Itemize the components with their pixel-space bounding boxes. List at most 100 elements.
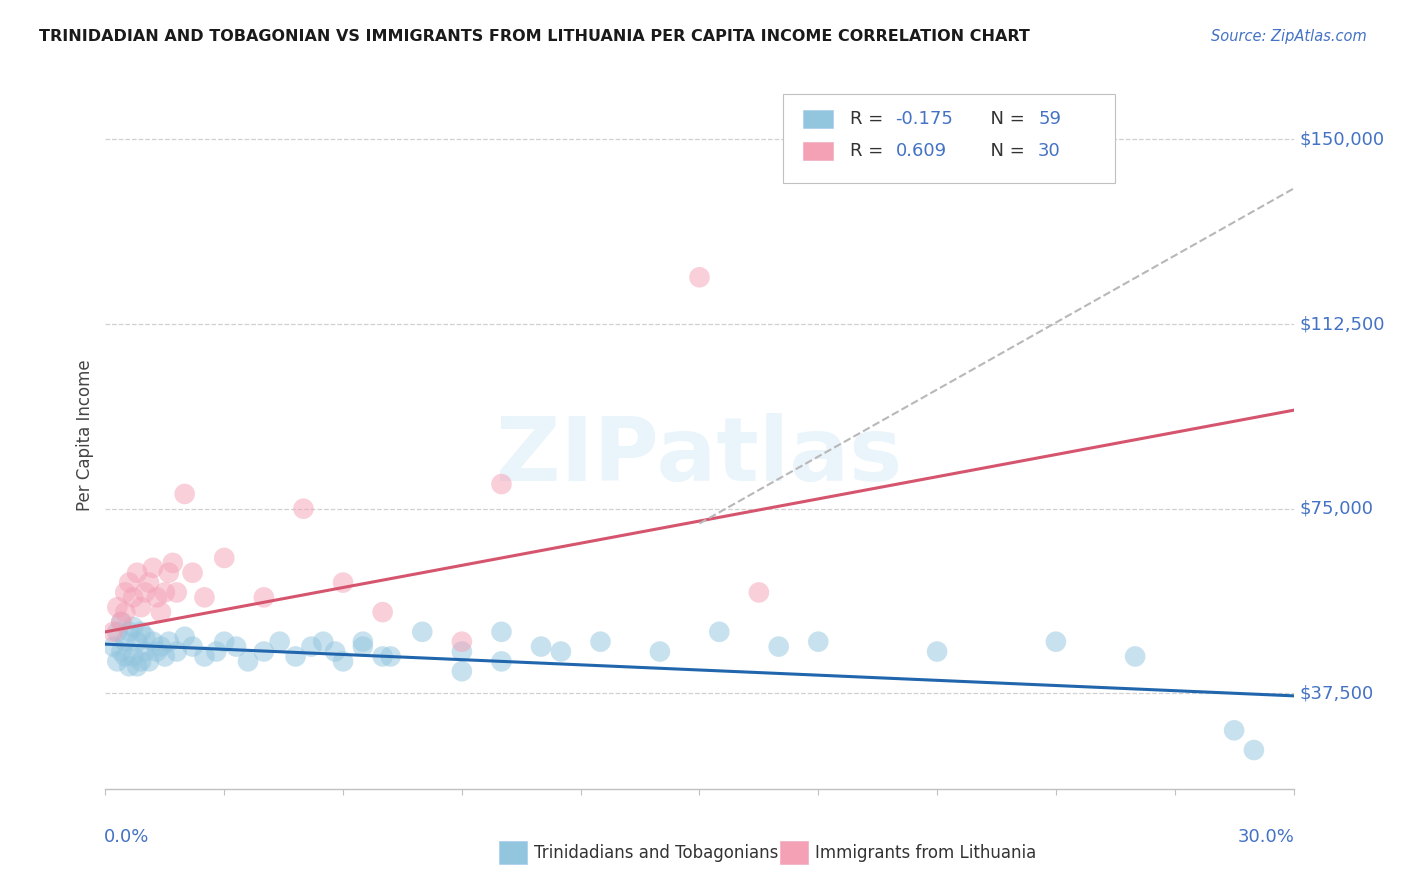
Point [149, 640, 172, 654]
Text: Trinidadians and Tobagonians: Trinidadians and Tobagonians [534, 844, 779, 862]
Point [284, 649, 307, 664]
Point [138, 654, 160, 668]
Point [153, 649, 176, 664]
Point [550, 644, 572, 658]
Y-axis label: Per Capita Income: Per Capita Income [76, 359, 94, 510]
Point [491, 477, 513, 491]
Point [110, 644, 132, 658]
Point [589, 634, 612, 648]
Point [173, 630, 195, 644]
Point [103, 624, 125, 639]
Point [110, 615, 132, 629]
Bar [803, 111, 832, 128]
Text: N =: N = [979, 142, 1031, 161]
Point [332, 654, 354, 668]
Text: 30: 30 [1038, 142, 1062, 161]
Point [142, 561, 165, 575]
Point [269, 634, 291, 648]
Point [352, 640, 374, 654]
Point [236, 654, 259, 668]
Point [122, 649, 145, 664]
Point [134, 644, 156, 658]
Point [153, 585, 176, 599]
Text: $37,500: $37,500 [1299, 684, 1374, 702]
Point [129, 600, 152, 615]
Point [149, 605, 172, 619]
Point [127, 634, 149, 648]
Point [181, 640, 204, 654]
Text: 0.609: 0.609 [896, 142, 946, 161]
Point [299, 640, 322, 654]
Point [142, 634, 165, 648]
Text: $150,000: $150,000 [1299, 130, 1385, 148]
Text: 30.0%: 30.0% [1237, 829, 1295, 847]
Text: 0.0%: 0.0% [104, 829, 149, 847]
Point [114, 649, 136, 664]
Point [332, 575, 354, 590]
Point [134, 585, 156, 599]
Point [205, 644, 228, 658]
Point [225, 640, 247, 654]
Point [110, 615, 132, 629]
Point [122, 620, 145, 634]
Text: R =: R = [851, 111, 890, 128]
Point [530, 640, 553, 654]
Point [129, 654, 152, 668]
Point [807, 634, 830, 648]
Point [352, 634, 374, 648]
Point [253, 591, 276, 605]
Point [166, 585, 188, 599]
Point [1243, 743, 1265, 757]
Point [114, 634, 136, 648]
Text: Immigrants from Lithuania: Immigrants from Lithuania [815, 844, 1036, 862]
Point [127, 659, 149, 673]
Point [491, 624, 513, 639]
Point [371, 605, 394, 619]
Point [214, 551, 236, 566]
Point [129, 624, 152, 639]
Point [122, 591, 145, 605]
Point [768, 640, 790, 654]
Text: N =: N = [979, 111, 1031, 128]
Point [689, 270, 711, 285]
Point [105, 654, 128, 668]
Point [118, 575, 141, 590]
Point [371, 649, 394, 664]
Text: $112,500: $112,500 [1299, 315, 1385, 333]
Point [411, 624, 433, 639]
Point [173, 487, 195, 501]
Point [114, 605, 136, 619]
Point [114, 585, 136, 599]
Point [214, 634, 236, 648]
Point [146, 591, 169, 605]
Text: -0.175: -0.175 [896, 111, 953, 128]
Point [925, 644, 948, 658]
Point [181, 566, 204, 580]
Text: ZIPatlas: ZIPatlas [496, 413, 903, 500]
Point [323, 644, 346, 658]
Text: $75,000: $75,000 [1299, 500, 1374, 517]
Point [253, 644, 276, 658]
Point [162, 556, 184, 570]
Point [1123, 649, 1146, 664]
Point [157, 566, 180, 580]
Point [450, 644, 472, 658]
Point [380, 649, 402, 664]
Point [118, 624, 141, 639]
Point [134, 630, 156, 644]
Point [138, 575, 160, 590]
Point [105, 624, 128, 639]
Point [312, 634, 335, 648]
Point [127, 566, 149, 580]
Point [103, 640, 125, 654]
Point [118, 659, 141, 673]
Point [450, 664, 472, 678]
FancyBboxPatch shape [783, 95, 1115, 183]
Point [292, 501, 315, 516]
Text: 59: 59 [1038, 111, 1062, 128]
Point [491, 654, 513, 668]
Point [157, 634, 180, 648]
Point [166, 644, 188, 658]
Point [193, 591, 215, 605]
Point [193, 649, 215, 664]
